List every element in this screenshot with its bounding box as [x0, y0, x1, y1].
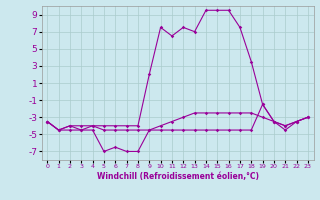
X-axis label: Windchill (Refroidissement éolien,°C): Windchill (Refroidissement éolien,°C) [97, 172, 259, 181]
